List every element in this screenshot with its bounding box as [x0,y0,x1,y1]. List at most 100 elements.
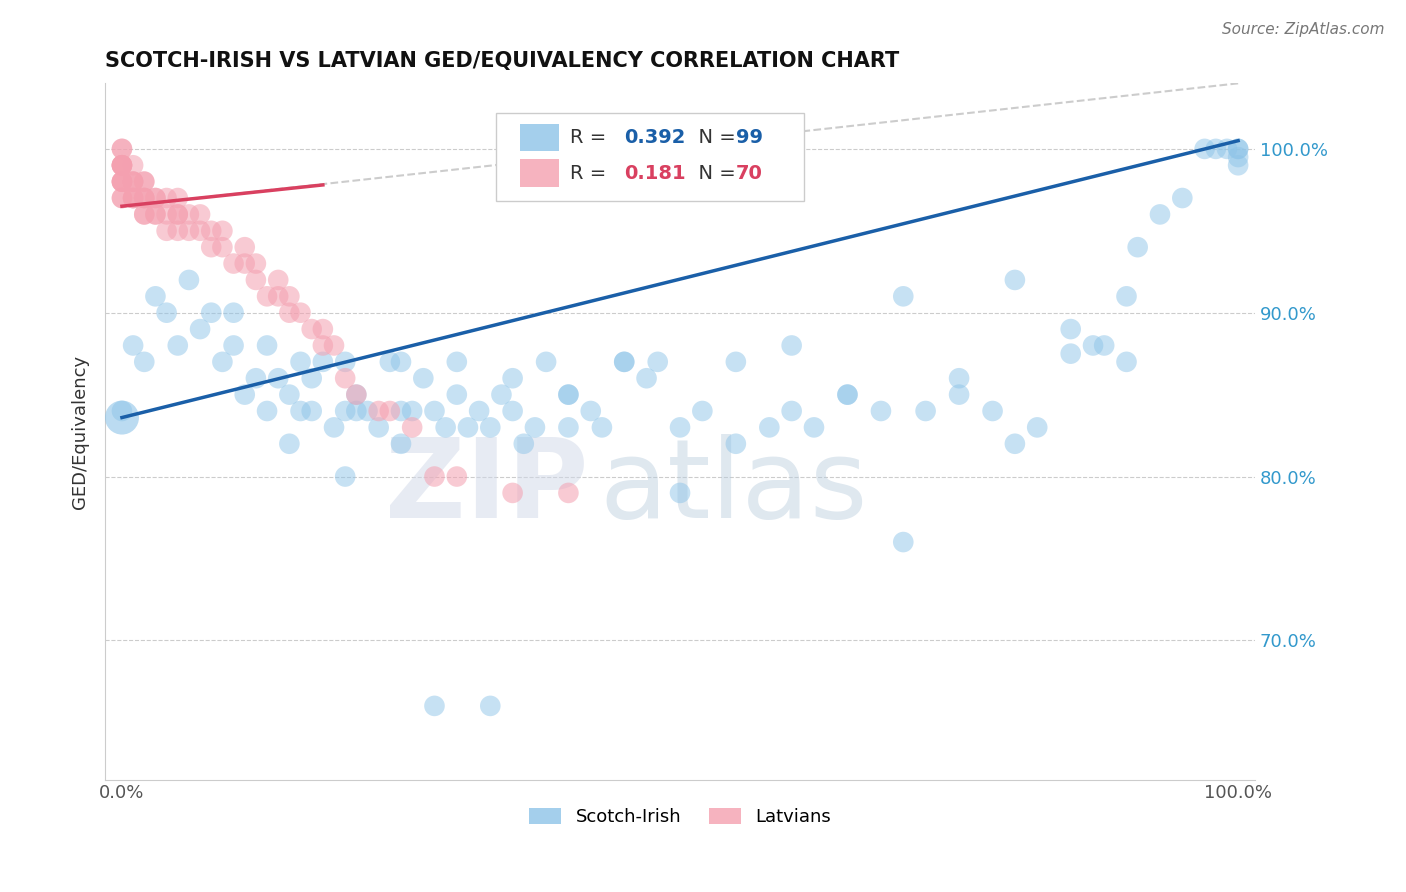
Point [479,420,502,434]
Text: 0.392: 0.392 [624,128,685,147]
Point [166,224,188,238]
Point [134,355,156,369]
Point [457,420,479,434]
Point [1227,150,1250,164]
Point [145,191,167,205]
Text: N =: N = [686,163,741,183]
Point [312,338,335,352]
Point [335,371,357,385]
Point [389,355,412,369]
Point [724,436,747,450]
Point [557,387,579,401]
Point [166,207,188,221]
Point [301,404,323,418]
Point [267,371,290,385]
Point [155,306,177,320]
Point [134,191,156,205]
Point [245,371,267,385]
Point [290,355,312,369]
Point [278,306,301,320]
Text: SCOTCH-IRISH VS LATVIAN GED/EQUIVALENCY CORRELATION CHART: SCOTCH-IRISH VS LATVIAN GED/EQUIVALENCY … [105,51,900,70]
Point [1004,273,1026,287]
Point [401,404,423,418]
Point [1194,142,1216,156]
Point [245,256,267,270]
Point [1115,355,1137,369]
Point [111,158,134,172]
Point [278,387,301,401]
Point [423,469,446,483]
Point [1227,158,1250,172]
Point [446,355,468,369]
Point [278,289,301,303]
Point [446,469,468,483]
Text: 0.181: 0.181 [624,163,685,183]
Point [1126,240,1149,254]
Point [636,371,658,385]
Point [111,410,134,425]
Point [111,158,134,172]
Point [211,224,233,238]
Point [981,404,1004,418]
Point [145,207,167,221]
Point [367,420,389,434]
Point [111,175,134,189]
Point [1004,436,1026,450]
Point [534,355,557,369]
Point [122,338,145,352]
Text: N =: N = [686,128,741,147]
Point [891,535,914,549]
Point [423,404,446,418]
Point [233,240,256,254]
Point [122,175,145,189]
Point [267,289,290,303]
Point [1171,191,1194,205]
Point [780,404,803,418]
Point [134,175,156,189]
Point [134,207,156,221]
Text: 70: 70 [737,163,763,183]
Legend: Scotch-Irish, Latvians: Scotch-Irish, Latvians [522,800,838,833]
Point [256,404,278,418]
Point [312,355,335,369]
Point [122,158,145,172]
Point [278,436,301,450]
Point [200,240,222,254]
Point [401,420,423,434]
Point [591,420,613,434]
Point [446,387,468,401]
Point [344,387,367,401]
Point [211,240,233,254]
Point [233,387,256,401]
Point [290,404,312,418]
Point [200,224,222,238]
Point [434,420,457,434]
Point [267,273,290,287]
Point [389,404,412,418]
Point [122,191,145,205]
Point [188,224,211,238]
Point [188,207,211,221]
Point [344,387,367,401]
Text: R =: R = [571,128,613,147]
Point [891,289,914,303]
Point [692,404,714,418]
Point [177,207,200,221]
Point [301,371,323,385]
Point [513,436,536,450]
Point [780,338,803,352]
Point [669,486,692,500]
Point [134,191,156,205]
Point [613,355,636,369]
Point [523,420,546,434]
Point [1081,338,1104,352]
Point [145,207,167,221]
Point [647,355,669,369]
Point [111,158,134,172]
Point [200,306,222,320]
Point [134,191,156,205]
Text: ZIP: ZIP [385,434,588,541]
Point [479,698,502,713]
Point [111,158,134,172]
Text: atlas: atlas [599,434,868,541]
